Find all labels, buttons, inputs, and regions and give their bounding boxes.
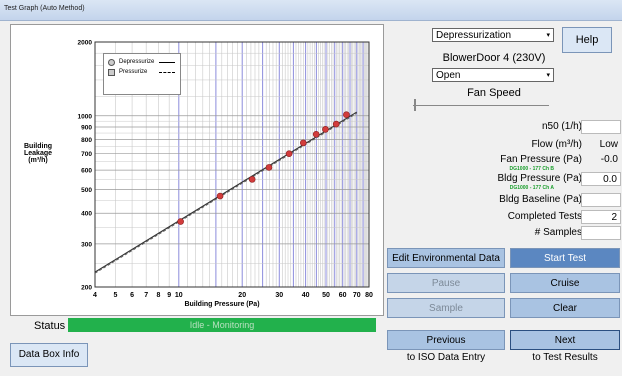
x-tick-label: 70 — [353, 292, 361, 299]
flow-label: Flow (m³/h) — [531, 139, 582, 150]
fan-speed-slider-handle[interactable] — [414, 99, 416, 111]
square-marker-icon — [108, 68, 115, 76]
x-tick-label: 60 — [339, 292, 347, 299]
x-tick-label: 4 — [93, 292, 97, 299]
bldg-pressure-channel: DG1000 - 177 Ch A — [509, 185, 554, 191]
previous-caption: to ISO Data Entry — [406, 352, 486, 363]
cruise-button[interactable]: Cruise — [510, 273, 620, 293]
fan-speed-slider-track[interactable] — [413, 105, 549, 106]
fan-pressure-label: Fan Pressure (Pa) — [500, 154, 582, 165]
dropdown-arrow-icon: ▾ — [546, 72, 550, 79]
x-tick-label: 50 — [322, 292, 330, 299]
fan-pressure-value: -0.0 — [600, 154, 618, 165]
data-point — [248, 176, 256, 183]
data-point — [322, 126, 329, 133]
x-tick-label: 80 — [365, 292, 373, 299]
y-tick-label: 600 — [81, 168, 92, 175]
fan-speed-label: Fan Speed — [467, 87, 521, 99]
legend-item-depressurize: Depressurize — [108, 58, 175, 66]
samples-value — [581, 226, 621, 240]
sample-button[interactable]: Sample — [387, 298, 505, 318]
window-title: Test Graph (Auto Method) — [4, 5, 85, 12]
x-tick-label: 7 — [144, 292, 148, 299]
edit-environmental-data-button[interactable]: Edit Environmental Data — [387, 248, 505, 268]
x-tick-label: 40 — [302, 292, 310, 299]
n50-label: n50 (1/h) — [541, 121, 582, 132]
solid-line-icon — [159, 61, 175, 63]
data-point — [265, 164, 273, 171]
bldg-pressure-label: Bldg Pressure (Pa) — [497, 173, 582, 184]
legend-label: Pressurize — [119, 69, 148, 75]
y-tick-label: 500 — [81, 187, 92, 194]
status-label: Status — [34, 320, 66, 332]
data-point — [177, 218, 184, 225]
mode-select-value: Depressurization — [436, 30, 512, 41]
x-tick-label: 30 — [275, 292, 283, 299]
data-point — [312, 131, 320, 138]
bldg-pressure-value: 0.0 — [581, 172, 621, 186]
legend-item-pressurize: Pressurize — [108, 68, 175, 76]
y-tick-label: 800 — [81, 137, 92, 144]
title-bar: Test Graph (Auto Method) — [0, 0, 622, 21]
pause-button[interactable]: Pause — [387, 273, 505, 293]
status-bar: Idle - Monitoring — [68, 318, 376, 332]
completed-tests-label: Completed Tests — [507, 211, 582, 222]
y-tick-label: 2000 — [78, 40, 93, 47]
dashed-line-icon — [159, 71, 175, 73]
help-button[interactable]: Help — [562, 27, 612, 53]
completed-tests-value: 2 — [581, 210, 621, 224]
data-point — [285, 150, 293, 158]
y-tick-label: 200 — [81, 285, 92, 292]
x-tick-label: 9 — [167, 292, 171, 299]
data-box-info-button[interactable]: Data Box Info — [10, 343, 88, 367]
y-tick-label: 300 — [81, 241, 92, 248]
next-button[interactable]: Next — [510, 330, 620, 350]
x-tick-label: 10 — [175, 292, 183, 299]
x-tick-label: 6 — [130, 292, 134, 299]
fit-line-dashed — [94, 112, 357, 274]
x-tick-label: 20 — [238, 292, 246, 299]
bldg-baseline-value — [581, 193, 621, 207]
next-caption: to Test Results — [532, 352, 598, 363]
y-tick-label: 900 — [81, 124, 92, 131]
fan-ring-select-value: Open — [436, 70, 461, 81]
x-tick-label: 5 — [113, 292, 117, 299]
bldg-baseline-label: Bldg Baseline (Pa) — [499, 194, 582, 205]
data-point — [332, 120, 340, 128]
data-point — [299, 139, 307, 147]
dropdown-arrow-icon: ▾ — [546, 32, 550, 39]
y-axis-label: Building Leakage (m³/h) — [23, 143, 53, 164]
plot-frame — [94, 41, 370, 288]
samples-label: # Samples — [534, 227, 582, 238]
x-axis-label: Building Pressure (Pa) — [184, 301, 259, 308]
chart-legend: Depressurize Pressurize — [103, 53, 181, 95]
flow-value: Low — [599, 139, 618, 150]
y-tick-label: 1000 — [78, 113, 93, 120]
clear-button[interactable]: Clear — [510, 298, 620, 318]
legend-label: Depressurize — [119, 59, 155, 65]
x-tick-label: 8 — [156, 292, 160, 299]
previous-button[interactable]: Previous — [387, 330, 505, 350]
mode-select[interactable]: Depressurization ▾ — [432, 28, 554, 42]
data-point — [343, 111, 350, 118]
test-graph-panel: 4 5 6 7 8 9 10 20 30 40 50 60 70 80 200 300 400 500 600 700… — [10, 24, 384, 316]
circle-marker-icon — [108, 58, 115, 66]
fit-line — [94, 111, 358, 273]
y-tick-label: 700 — [81, 151, 92, 158]
n50-value — [581, 120, 621, 134]
y-tick-label: 400 — [81, 211, 92, 218]
test-graph-chart: 4 5 6 7 8 9 10 20 30 40 50 60 70 80 200 300 400 500 600 700… — [78, 40, 373, 309]
device-name: BlowerDoor 4 (230V) — [442, 52, 546, 64]
data-point — [216, 192, 224, 200]
fan-ring-select[interactable]: Open ▾ — [432, 68, 554, 82]
fan-pressure-channel: DG1000 - 177 Ch B — [509, 166, 554, 172]
start-test-button[interactable]: Start Test — [510, 248, 620, 268]
